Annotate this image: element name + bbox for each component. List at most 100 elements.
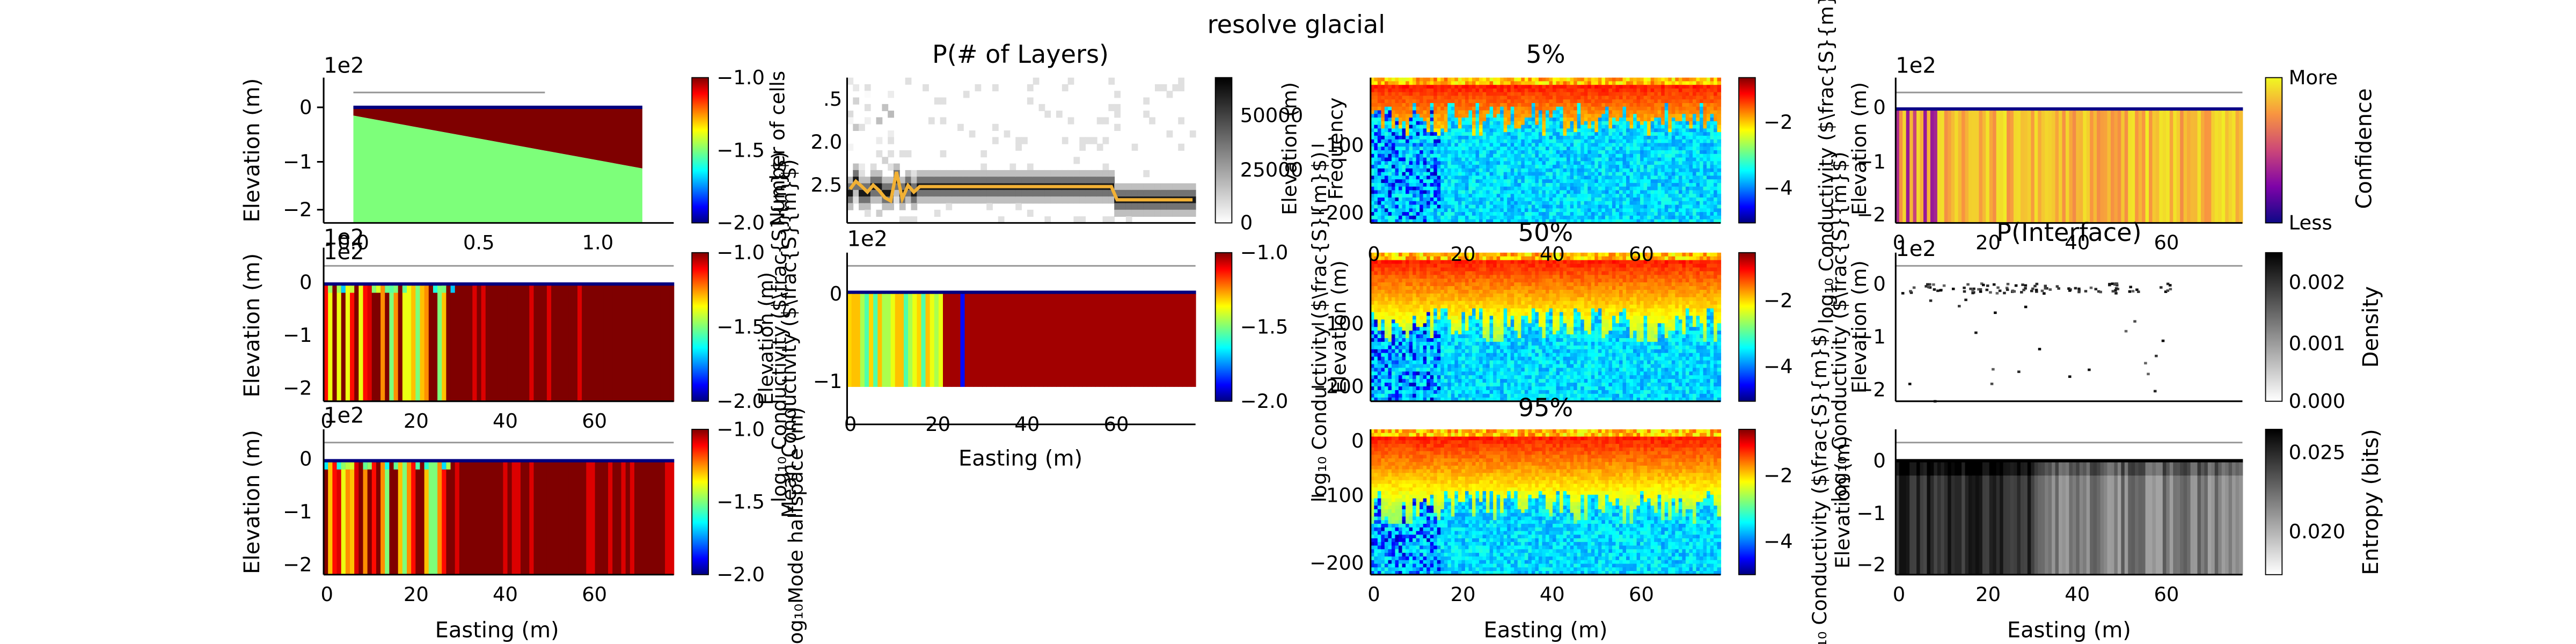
heatmap-cell xyxy=(1608,208,1613,213)
heatmap-cell xyxy=(1517,204,1522,209)
heatmap-cell xyxy=(1437,135,1441,140)
heatmap-cell xyxy=(546,462,552,575)
heatmap-cell xyxy=(1531,114,1536,118)
heatmap-cell xyxy=(1082,294,1087,387)
heatmap-cell xyxy=(1482,219,1487,224)
heatmap-cell xyxy=(1381,368,1385,372)
heatmap-cell xyxy=(1496,147,1501,151)
heatmap-cell xyxy=(1489,190,1494,195)
heatmap-cell xyxy=(1468,153,1473,158)
heatmap-cell xyxy=(1689,96,1693,100)
heatmap-cell xyxy=(1503,175,1508,180)
heatmap-cell xyxy=(1696,153,1700,158)
heatmap-cell xyxy=(1096,196,1103,204)
heatmap-cell xyxy=(1444,99,1448,104)
heatmap-cell xyxy=(1647,92,1651,97)
heatmap-cell xyxy=(1717,161,1722,165)
heatmap-cell xyxy=(1629,118,1634,122)
heatmap-cell xyxy=(1500,157,1504,162)
heatmap-cell xyxy=(1531,165,1536,169)
heatmap-cell xyxy=(1395,103,1399,107)
heatmap-cell xyxy=(942,294,948,387)
heatmap-cell xyxy=(1682,99,1686,104)
heatmap-cell xyxy=(1015,143,1022,151)
heatmap-cell xyxy=(1542,197,1546,202)
heatmap-cell xyxy=(1650,125,1655,129)
heatmap-cell xyxy=(1426,157,1431,162)
heatmap-cell xyxy=(1700,114,1704,118)
heatmap-cell xyxy=(1633,106,1637,111)
heatmap-cell xyxy=(1384,204,1389,209)
heatmap-cell xyxy=(1714,143,1718,148)
heatmap-cell xyxy=(1507,147,1511,151)
heatmap-cell xyxy=(1416,186,1421,191)
heatmap-cell xyxy=(1633,88,1637,93)
heatmap-cell xyxy=(1671,172,1676,177)
heatmap-cell xyxy=(1682,157,1686,162)
heatmap-cell xyxy=(1496,190,1501,195)
heatmap-cell xyxy=(1510,165,1515,169)
heatmap-cell xyxy=(1510,125,1515,129)
heatmap-cell xyxy=(1710,182,1715,187)
heatmap-cell xyxy=(1374,161,1378,165)
heatmap-cell xyxy=(1560,172,1564,177)
heatmap-cell xyxy=(1381,92,1385,97)
heatmap-cell xyxy=(1423,81,1428,86)
heatmap-cell xyxy=(1685,157,1690,162)
heatmap-cell xyxy=(1056,177,1063,184)
heatmap-cell xyxy=(998,216,1005,224)
heatmap-cell xyxy=(1461,135,1466,140)
heatmap-cell xyxy=(923,170,929,178)
heatmap-cell xyxy=(1556,204,1561,209)
heatmap-cell xyxy=(1654,197,1658,202)
heatmap-cell xyxy=(1682,179,1686,184)
heatmap-cell xyxy=(1406,96,1410,100)
heatmap-cell xyxy=(1567,208,1571,213)
heatmap-cell xyxy=(345,286,350,402)
heatmap-cell xyxy=(1622,168,1627,173)
heatmap-cell xyxy=(1675,182,1679,187)
heatmap-cell xyxy=(1493,81,1497,86)
heatmap-cell xyxy=(1605,219,1609,224)
heatmap-cell xyxy=(1678,99,1683,104)
heatmap-cell xyxy=(1125,183,1132,191)
heatmap-cell xyxy=(1384,150,1389,155)
heatmap-cell xyxy=(1500,81,1504,86)
heatmap-cell xyxy=(1567,118,1571,122)
heatmap-cell xyxy=(1570,118,1575,122)
heatmap-cell xyxy=(1580,153,1585,158)
heatmap-cell xyxy=(1574,114,1578,118)
heatmap-cell xyxy=(1444,96,1448,100)
heatmap-cell xyxy=(639,462,644,575)
heatmap-cell xyxy=(1678,92,1683,97)
heatmap-cell xyxy=(1657,219,1662,224)
heatmap-cell xyxy=(963,170,970,178)
heatmap-cell xyxy=(1510,204,1515,209)
heatmap-cell xyxy=(1657,147,1662,151)
heatmap-cell xyxy=(1409,135,1414,140)
heatmap-cell xyxy=(669,462,675,575)
heatmap-cell xyxy=(1510,96,1515,100)
heatmap xyxy=(1370,252,1722,402)
heatmap-cell xyxy=(1675,157,1679,162)
heatmap-cell xyxy=(1413,92,1417,97)
heatmap-cell xyxy=(1433,179,1438,184)
heatmap-cell xyxy=(1479,165,1483,169)
heatmap-cell xyxy=(1598,197,1602,202)
heatmap-cell xyxy=(1682,85,1686,89)
heatmap-cell xyxy=(1388,125,1392,129)
heatmap-cell xyxy=(1402,182,1406,187)
heatmap-cell xyxy=(1643,182,1648,187)
heatmap-cell xyxy=(1528,212,1532,216)
heatmap-cell xyxy=(1608,197,1613,202)
heatmap-cell xyxy=(1580,201,1585,206)
heatmap-cell xyxy=(1085,189,1092,197)
heatmap-cell xyxy=(1664,128,1669,133)
heatmap-cell xyxy=(1465,92,1469,97)
heatmap-cell xyxy=(1419,85,1424,89)
heatmap-cell xyxy=(1633,99,1637,104)
heatmap-cell xyxy=(1015,189,1022,197)
heatmap-cell xyxy=(1510,92,1515,97)
heatmap-cell xyxy=(1546,118,1550,122)
heatmap-cell xyxy=(1517,219,1522,224)
